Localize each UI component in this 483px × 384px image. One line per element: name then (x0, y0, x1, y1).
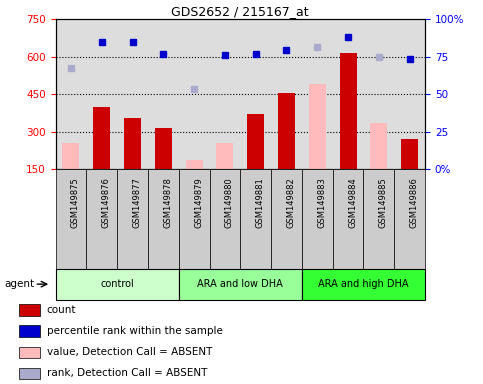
Bar (117, 169, 148, 269)
Bar (240, 169, 271, 269)
Text: control: control (100, 279, 134, 289)
Bar (333, 169, 364, 269)
Bar (56, 269, 179, 300)
Bar (309, 84, 326, 169)
Text: GSM149881: GSM149881 (256, 177, 265, 228)
Text: agent: agent (4, 279, 35, 289)
Bar (394, 169, 425, 269)
Bar (302, 169, 333, 269)
Bar (19, 325, 40, 337)
Text: GSM149884: GSM149884 (348, 177, 357, 228)
Text: ARA and low DHA: ARA and low DHA (198, 279, 283, 289)
Bar (19, 346, 40, 358)
Bar (278, 93, 295, 169)
Text: GSM149880: GSM149880 (225, 177, 234, 228)
Text: GSM149883: GSM149883 (317, 177, 327, 228)
Text: GSM149886: GSM149886 (410, 177, 419, 228)
Bar (271, 169, 302, 269)
Bar (210, 169, 240, 269)
Bar (19, 304, 40, 316)
Text: percentile rank within the sample: percentile rank within the sample (47, 326, 223, 336)
Bar (179, 269, 302, 300)
Bar (302, 269, 425, 300)
Bar (93, 107, 110, 169)
Text: GSM149876: GSM149876 (102, 177, 111, 228)
Bar (155, 128, 172, 169)
Text: ARA and high DHA: ARA and high DHA (318, 279, 409, 289)
Bar (86, 169, 117, 269)
Text: GSM149879: GSM149879 (194, 177, 203, 228)
Text: value, Detection Call = ABSENT: value, Detection Call = ABSENT (47, 347, 212, 358)
Bar (56, 169, 86, 269)
Bar (247, 114, 264, 169)
Text: GSM149885: GSM149885 (379, 177, 388, 228)
Bar (62, 143, 79, 169)
Text: rank, Detection Call = ABSENT: rank, Detection Call = ABSENT (47, 368, 207, 379)
Bar (364, 169, 394, 269)
Bar (401, 139, 418, 169)
Bar (340, 53, 356, 169)
Bar (179, 169, 210, 269)
Text: GSM149882: GSM149882 (286, 177, 296, 228)
Text: GSM149878: GSM149878 (163, 177, 172, 228)
Text: count: count (47, 305, 76, 315)
Title: GDS2652 / 215167_at: GDS2652 / 215167_at (171, 5, 309, 18)
Text: GSM149875: GSM149875 (71, 177, 80, 228)
Bar (216, 143, 233, 169)
Bar (19, 367, 40, 379)
Bar (370, 123, 387, 169)
Bar (185, 160, 202, 169)
Text: GSM149877: GSM149877 (132, 177, 142, 228)
Bar (124, 118, 141, 169)
Bar (148, 169, 179, 269)
